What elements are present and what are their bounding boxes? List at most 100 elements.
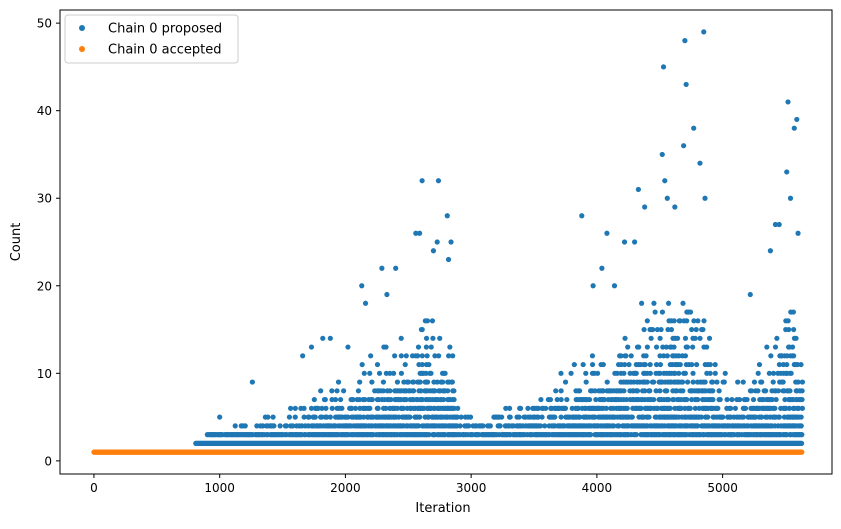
proposed-outlier-point (445, 256, 452, 263)
proposed-point (690, 344, 696, 350)
proposed-point (654, 326, 660, 333)
proposed-point (776, 414, 782, 420)
proposed-point (419, 361, 425, 368)
proposed-point (740, 379, 746, 385)
proposed-point (658, 326, 664, 333)
proposed-point (415, 344, 422, 350)
proposed-point (594, 370, 601, 376)
proposed-point (589, 361, 596, 368)
proposed-point (446, 353, 452, 359)
legend-marker-accepted (79, 46, 85, 52)
proposed-point (415, 423, 422, 429)
proposed-point (793, 335, 799, 341)
proposed-point (768, 353, 774, 359)
proposed-point (419, 353, 425, 359)
proposed-point (618, 353, 624, 359)
proposed-point (553, 388, 559, 394)
proposed-point (644, 379, 650, 385)
proposed-point (356, 396, 363, 403)
proposed-point (798, 423, 804, 429)
proposed-point (564, 396, 570, 403)
proposed-point (684, 344, 691, 350)
proposed-point (712, 361, 718, 368)
proposed-point (499, 414, 505, 420)
proposed-point (687, 405, 693, 411)
proposed-point (430, 335, 436, 341)
proposed-point (735, 379, 741, 385)
proposed-point (306, 414, 312, 420)
proposed-point (516, 414, 522, 420)
proposed-point (375, 405, 381, 411)
proposed-point (539, 414, 545, 420)
proposed-point (451, 388, 457, 394)
proposed-point (332, 396, 339, 403)
proposed-point (622, 335, 628, 341)
proposed-point (380, 379, 387, 385)
proposed-point (319, 405, 325, 411)
proposed-point (710, 396, 716, 403)
proposed-point (705, 414, 711, 420)
proposed-point (467, 414, 474, 420)
proposed-point (271, 423, 277, 429)
proposed-point (552, 414, 558, 420)
proposed-point (682, 353, 689, 359)
proposed-point (693, 326, 699, 333)
proposed-point (341, 388, 347, 394)
proposed-point (789, 344, 796, 350)
proposed-point (232, 423, 238, 429)
proposed-outlier-point (681, 143, 687, 149)
accepted-point (799, 449, 805, 455)
proposed-point (795, 379, 801, 385)
proposed-point (290, 423, 296, 429)
proposed-point (759, 379, 765, 385)
proposed-point (636, 344, 642, 350)
proposed-point (644, 344, 650, 350)
proposed-point (368, 353, 374, 359)
proposed-point (487, 423, 493, 429)
proposed-point (542, 423, 548, 429)
proposed-outlier-point (785, 99, 791, 105)
proposed-point (732, 405, 738, 411)
proposed-point (451, 396, 457, 403)
proposed-point (728, 405, 734, 411)
proposed-point (398, 335, 404, 341)
proposed-point (689, 361, 695, 368)
proposed-point (622, 361, 628, 368)
proposed-point (704, 344, 710, 350)
proposed-point (580, 361, 586, 368)
proposed-outlier-point (444, 213, 450, 219)
proposed-point (625, 344, 631, 350)
proposed-point (394, 405, 401, 411)
proposed-point (676, 370, 682, 376)
proposed-point (592, 388, 598, 394)
proposed-point (283, 423, 290, 429)
proposed-point (322, 396, 328, 403)
proposed-point (724, 396, 730, 403)
proposed-point (242, 423, 248, 429)
proposed-point (682, 335, 689, 341)
proposed-point (357, 379, 363, 385)
proposed-point (398, 370, 405, 376)
proposed-point (583, 379, 589, 385)
proposed-point (577, 414, 583, 420)
proposed-point (707, 370, 713, 376)
proposed-point (349, 405, 355, 411)
proposed-point (697, 335, 703, 341)
proposed-point (701, 318, 707, 324)
proposed-point (798, 414, 804, 420)
proposed-point (417, 414, 423, 420)
proposed-point (287, 405, 294, 411)
proposed-outlier-point (320, 335, 326, 341)
proposed-point (335, 379, 342, 385)
proposed-point (759, 414, 765, 420)
proposed-point (641, 326, 647, 333)
proposed-point (657, 361, 664, 368)
proposed-point (558, 370, 564, 376)
proposed-point (772, 344, 779, 350)
proposed-outlier-point (791, 125, 797, 131)
proposed-point (337, 396, 344, 403)
proposed-point (798, 361, 804, 368)
proposed-point (254, 423, 260, 429)
proposed-point (426, 432, 432, 438)
proposed-point (624, 405, 630, 411)
